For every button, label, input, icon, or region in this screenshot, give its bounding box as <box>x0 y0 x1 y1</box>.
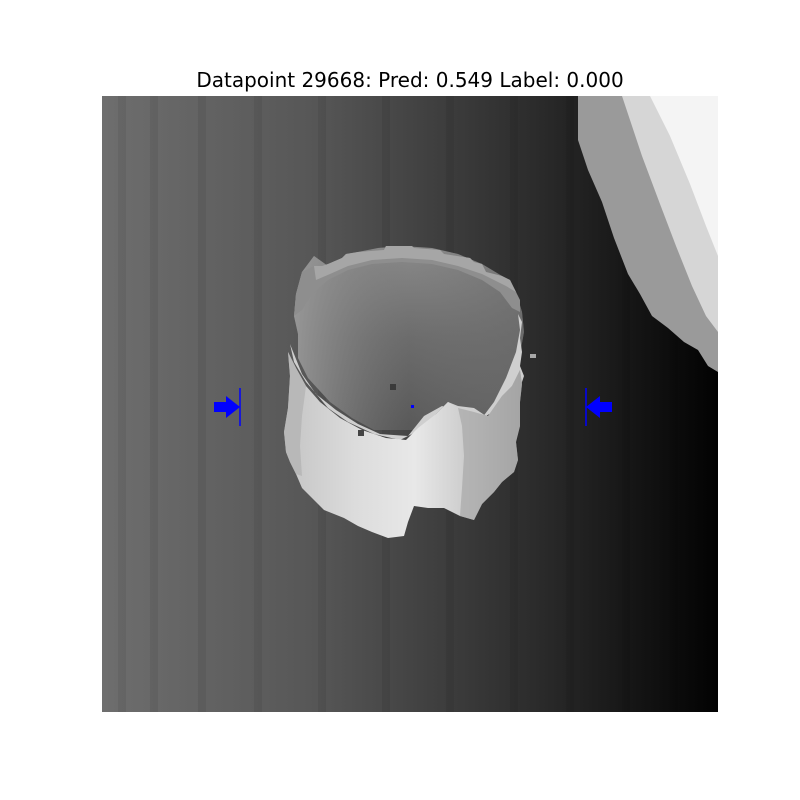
depth-image <box>102 96 718 712</box>
depth-image-svg <box>102 96 718 712</box>
cup-rim-top-edge <box>314 246 516 292</box>
noise-pixel-1 <box>390 384 396 390</box>
cup-body-shade-right <box>458 370 522 520</box>
center-marker <box>411 405 414 408</box>
arrow-right-icon <box>214 388 241 426</box>
bright-edge-object-highlight <box>650 96 718 256</box>
figure-title: Datapoint 29668: Pred: 0.549 Label: 0.00… <box>196 68 624 92</box>
noise-pixel-3 <box>530 354 536 358</box>
cup-body-shade-left <box>284 352 306 476</box>
cup-front-wall <box>290 314 524 440</box>
noise-pixel-2 <box>358 430 364 436</box>
arrow-left-icon <box>585 388 612 426</box>
cup-inner-shade <box>294 246 524 430</box>
